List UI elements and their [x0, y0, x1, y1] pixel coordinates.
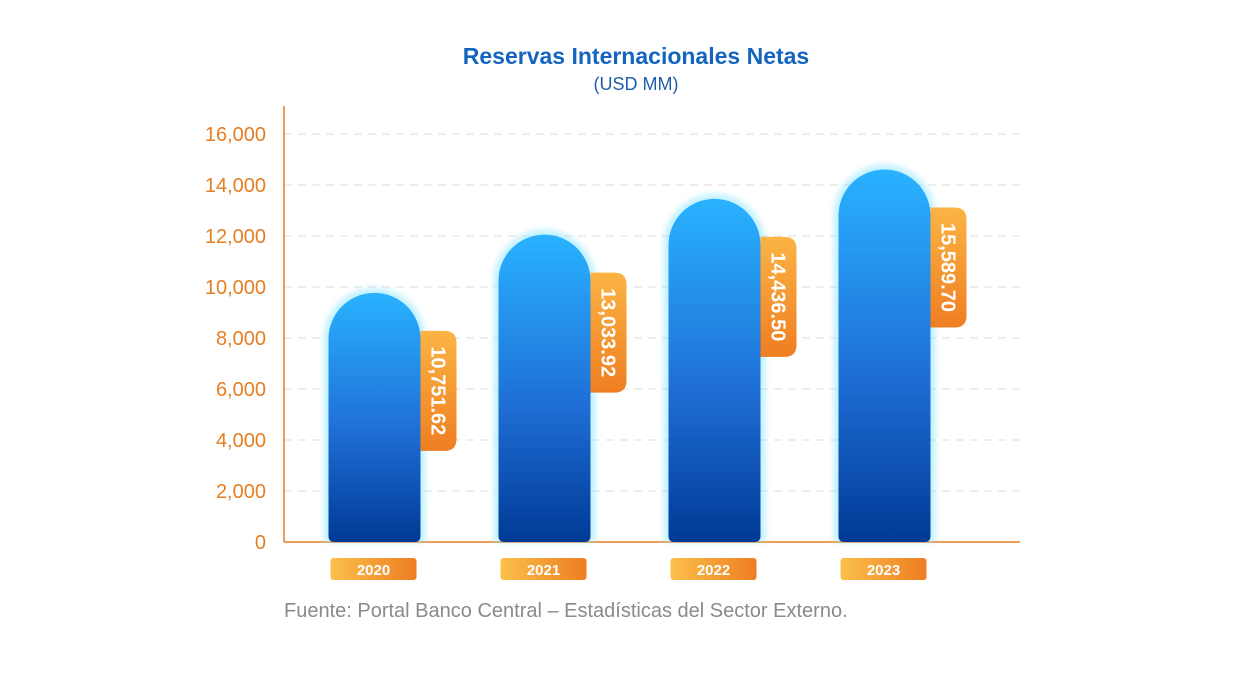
- value-label-box: [420, 330, 457, 451]
- value-label: 14,436.50: [767, 252, 789, 341]
- category-pill: [330, 558, 417, 580]
- y-tick-label: 0: [255, 532, 266, 554]
- category-pill: [500, 558, 587, 580]
- value-label-box: [930, 207, 967, 328]
- value-label: 15,589.70: [937, 223, 959, 312]
- category-pill: [840, 558, 927, 580]
- category-pill: [670, 558, 757, 580]
- x-tick-label: 2022: [697, 562, 730, 579]
- bars: 10,751.62 2020 13,033.92 2021 14,436.50 2022 1…: [323, 164, 967, 580]
- y-tick-label: 14,000: [205, 175, 266, 197]
- x-tick-label: 2020: [357, 562, 390, 579]
- y-tick-label: 10,000: [205, 277, 266, 299]
- y-tick-label: 2,000: [216, 481, 266, 503]
- value-label: 13,033.92: [597, 288, 619, 377]
- bar: [328, 292, 421, 542]
- y-tick-label: 12,000: [205, 226, 266, 248]
- bar: [668, 198, 761, 542]
- source-note: Fuente: Portal Banco Central – Estadísti…: [284, 600, 848, 622]
- x-tick-label: 2021: [527, 562, 560, 579]
- y-tick-label: 4,000: [216, 430, 266, 452]
- bar: [838, 169, 931, 542]
- y-tick-label: 8,000: [216, 328, 266, 350]
- gridlines: [284, 133, 1020, 492]
- value-label-box: [760, 236, 797, 357]
- y-tick-label: 6,000: [216, 379, 266, 401]
- value-label-box: [590, 272, 627, 393]
- value-label: 10,751.62: [427, 346, 449, 435]
- bar: [498, 234, 591, 542]
- y-tick-label: 16,000: [205, 124, 266, 146]
- chart-subtitle: (USD MM): [593, 74, 679, 94]
- chart-title: Reservas Internacionales Netas: [462, 43, 810, 69]
- x-tick-label: 2023: [867, 562, 900, 579]
